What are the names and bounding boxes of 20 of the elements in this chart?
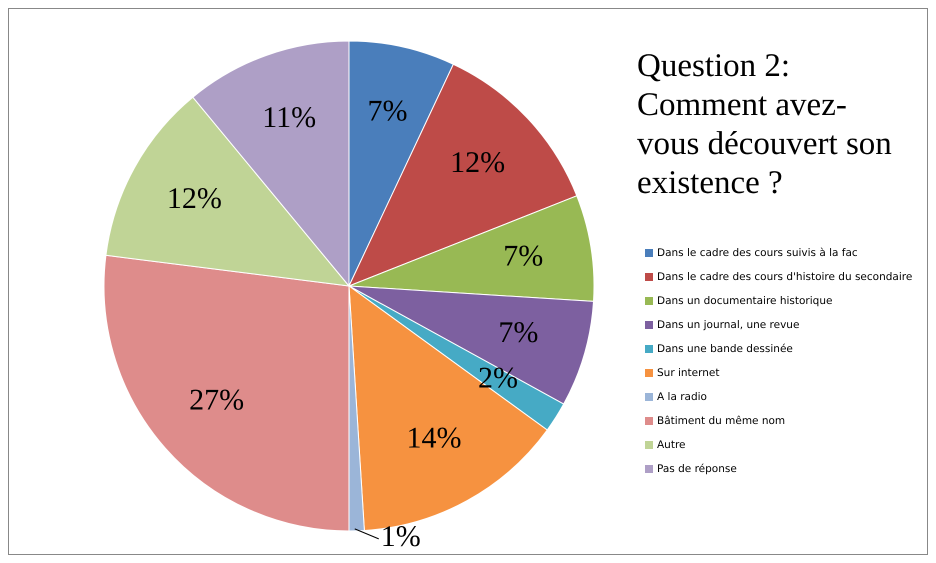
data-label: 7% — [367, 94, 408, 128]
data-label: 7% — [503, 239, 544, 272]
legend-label: Sur internet — [657, 367, 720, 379]
data-label: 11% — [262, 100, 316, 134]
data-label: 12% — [166, 182, 222, 215]
data-label: 27% — [189, 384, 244, 417]
text: Question 2: Comment avez-vous découvert son existence ? — [637, 47, 893, 203]
data-label: 14% — [406, 421, 462, 454]
legend-label: Bâtiment du même nom — [657, 415, 786, 427]
data-label: 7% — [498, 316, 538, 350]
legend-label: A la radio — [657, 391, 707, 403]
legend-label: Dans le cadre des cours d'histoire du secondaire — [657, 271, 912, 283]
legend-label: Autre — [657, 439, 686, 451]
data-label: 1% — [380, 520, 421, 553]
data-label: 12% — [450, 146, 506, 180]
legend-label: Dans un documentaire historique — [657, 295, 832, 307]
legend-label: Dans le cadre des cours suivis à la fac — [657, 247, 858, 259]
legend-label: Pas de réponse — [657, 463, 737, 475]
legend-label: Dans un journal, une revue — [657, 319, 800, 331]
legend-label: Dans une bande dessinée — [657, 343, 793, 355]
